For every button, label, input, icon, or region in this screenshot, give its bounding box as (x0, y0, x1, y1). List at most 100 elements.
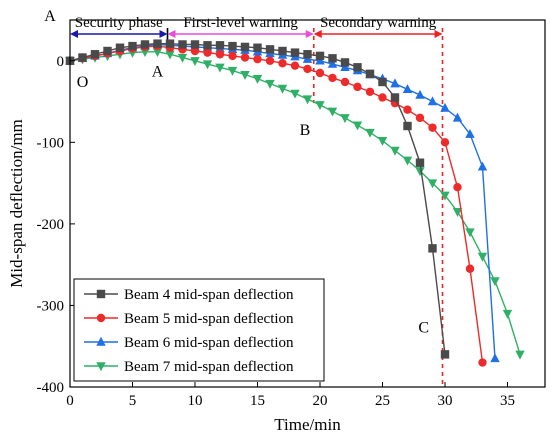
data-point (340, 114, 350, 124)
data-point (303, 64, 312, 74)
data-point (303, 50, 312, 59)
phase-arrow-head-left (167, 30, 176, 38)
data-point (402, 84, 413, 94)
data-point (377, 137, 388, 146)
legend-marker (96, 289, 106, 299)
data-point (253, 54, 262, 64)
y-tick-label: -100 (37, 135, 65, 151)
data-point (240, 70, 250, 80)
data-point (403, 121, 412, 131)
legend-marker (96, 362, 106, 372)
phase-label: First-level warning (183, 15, 298, 31)
data-point (215, 63, 225, 73)
data-point (415, 113, 425, 123)
data-point (215, 50, 225, 59)
data-point (290, 48, 300, 57)
data-point (290, 61, 300, 70)
data-point (240, 53, 250, 62)
legend: Beam 4 mid-span deflection Beam 5 mid-spa… (73, 278, 325, 382)
phase-arrow-head-left (313, 30, 322, 38)
data-point (190, 46, 200, 56)
data-point (190, 40, 200, 49)
phase-arrow-head-right (305, 30, 314, 38)
data-point (140, 40, 150, 49)
data-point (390, 146, 400, 156)
legend-entry: Beam 5 mid-span deflection (84, 311, 294, 327)
data-point (78, 53, 87, 62)
data-point (265, 45, 275, 54)
legend-box (73, 278, 325, 382)
data-point (415, 167, 425, 177)
x-tick-label: 0 (66, 393, 74, 409)
point-label: A (152, 63, 164, 80)
data-point (478, 358, 487, 367)
data-point (277, 84, 288, 94)
data-point (452, 112, 463, 122)
data-point (327, 58, 338, 68)
phase-label: Security phase (75, 15, 163, 31)
data-point (240, 42, 250, 52)
data-point (490, 277, 500, 287)
legend-label: Beam 5 mid-span deflection (124, 311, 294, 327)
data-point (315, 101, 325, 111)
data-point (378, 77, 387, 87)
phase-annotations: Security phase First-level warning Seconda… (70, 15, 444, 387)
x-tick-label: 5 (129, 393, 137, 409)
data-point (178, 40, 187, 49)
data-point (453, 182, 462, 192)
data-point (352, 121, 363, 131)
legend-marker (96, 313, 106, 323)
data-point (315, 51, 325, 61)
data-point (340, 77, 350, 87)
data-point (340, 58, 350, 67)
data-point (177, 53, 188, 63)
data-point (415, 89, 425, 99)
data-point (515, 350, 525, 360)
data-point (477, 161, 488, 171)
data-point (115, 43, 125, 52)
x-tick-label: 20 (313, 393, 328, 409)
data-point (402, 156, 413, 166)
data-point (415, 158, 425, 167)
data-point (353, 82, 362, 92)
legend-label: Beam 7 mid-span deflection (124, 359, 294, 375)
data-point (203, 48, 212, 57)
data-point (452, 207, 463, 217)
data-point (152, 48, 163, 58)
data-point (228, 41, 237, 51)
data-point (502, 309, 513, 319)
y-tick-label: -400 (37, 380, 65, 396)
x-tick-label: 25 (375, 393, 390, 409)
data-point (390, 78, 400, 88)
data-point (227, 66, 238, 76)
legend-marker (96, 336, 106, 346)
data-point (465, 228, 475, 238)
data-point (440, 138, 450, 147)
series-4 (65, 39, 450, 359)
data-point (365, 69, 375, 79)
data-point (128, 41, 137, 51)
x-axis-title: Time/min (274, 415, 341, 434)
data-point (440, 102, 450, 112)
y-tick-label: -200 (37, 217, 65, 233)
data-point (440, 191, 450, 201)
x-tick-label: 35 (500, 393, 515, 409)
x-tick-label: 15 (250, 393, 265, 409)
legend-entry: Beam 4 mid-span deflection (84, 287, 294, 303)
axes: 0 5 10 15 20 25 30 35 0 -100 -200 -300 -400 (37, 19, 546, 409)
data-point (427, 179, 438, 189)
data-point (228, 51, 237, 61)
legend-label: Beam 4 mid-span deflection (124, 287, 294, 303)
data-point (353, 63, 362, 72)
point-label: C (418, 319, 429, 336)
data-point (427, 96, 438, 106)
phase-arrow-head-right (434, 30, 443, 38)
data-point (465, 128, 475, 138)
data-point (328, 54, 337, 63)
data-point (203, 41, 212, 50)
data-point (328, 73, 337, 83)
x-tick-label: 30 (438, 393, 453, 409)
data-point (153, 39, 162, 48)
y-tick-label: 0 (57, 54, 65, 70)
